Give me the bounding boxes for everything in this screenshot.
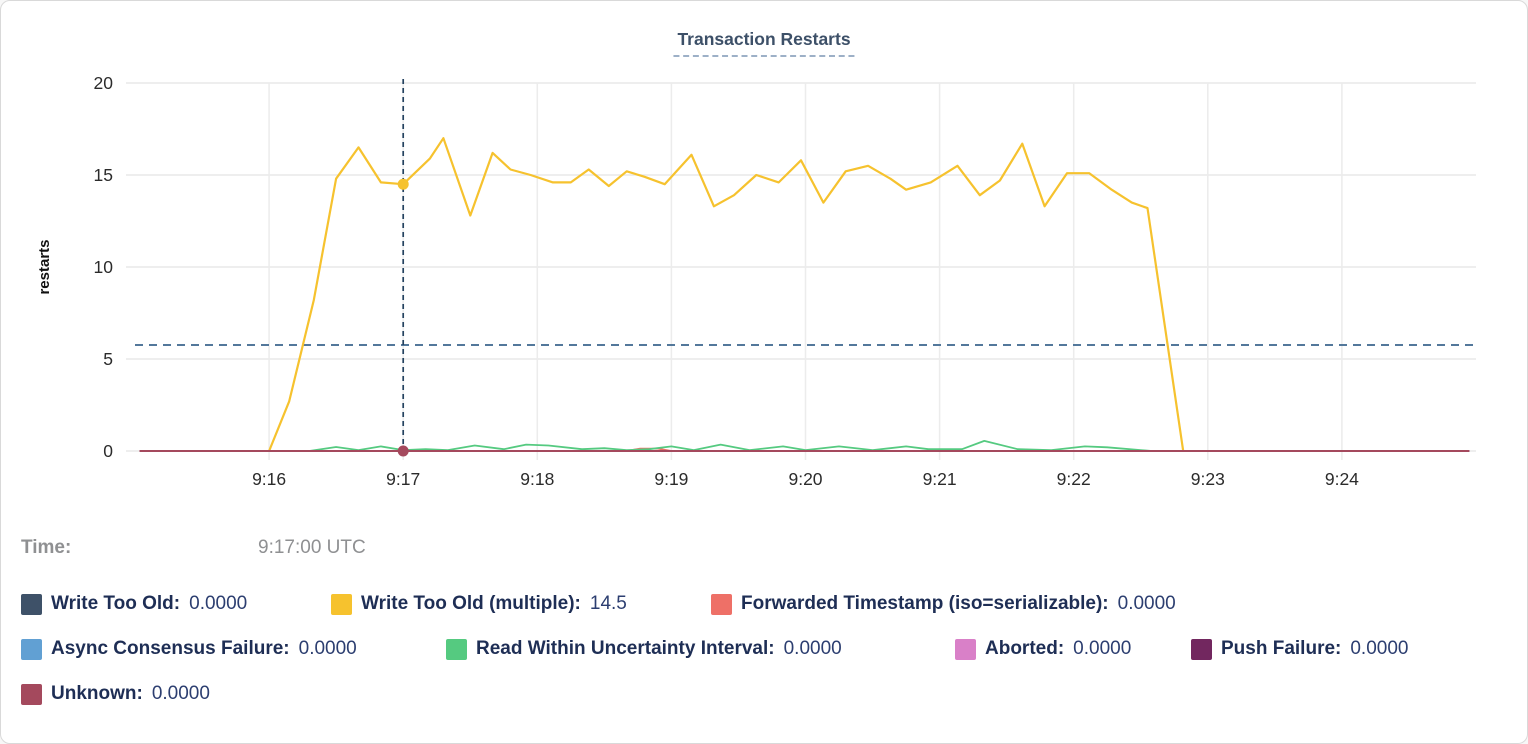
- legend-label: Push Failure:: [1221, 638, 1342, 659]
- legend-label: Forwarded Timestamp (iso=serializable):: [741, 593, 1109, 614]
- legend-label: Write Too Old:: [51, 593, 181, 614]
- legend-swatch-icon: [21, 593, 42, 615]
- legend-swatch-icon: [331, 593, 352, 615]
- legend-swatch-icon: [21, 638, 42, 660]
- hover-marker-dot: [397, 445, 409, 457]
- legend-value: 14.5: [589, 593, 627, 614]
- x-tick-label: 9:18: [520, 469, 554, 489]
- x-tick-label: 9:19: [654, 469, 688, 489]
- hover-marker-dot: [397, 178, 409, 190]
- legend-item-read-within-uncertainty: Read Within Uncertainty Interval: 0.0000: [446, 637, 842, 661]
- legend-value: 0.0000: [1350, 638, 1409, 659]
- legend-value: 0.0000: [298, 638, 357, 659]
- series-line: [309, 439, 1152, 452]
- legend-swatch-icon: [711, 593, 732, 615]
- legend-item-aborted: Aborted: 0.0000: [955, 637, 1131, 661]
- series-line: [268, 137, 1185, 452]
- legend-item-async-consensus-failure: Async Consensus Failure: 0.0000: [21, 637, 357, 661]
- x-tick-label: 9:17: [386, 469, 420, 489]
- transaction-restarts-chart[interactable]: 0 5 10 15 20 9:16 9:17 9:18 9:19 9:20 9:21 9:22 9:23…: [1, 1, 1528, 511]
- legend-value: 0.0000: [1073, 638, 1132, 659]
- legend-item-write-too-old-multiple: Write Too Old (multiple): 14.5: [331, 592, 627, 616]
- chart-title: Transaction Restarts: [673, 29, 855, 57]
- y-axis-label: restarts: [36, 239, 53, 294]
- legend-item-unknown: Unknown: 0.0000: [21, 682, 210, 706]
- y-tick-label: 20: [94, 73, 114, 93]
- legend-label: Async Consensus Failure:: [51, 638, 290, 659]
- legend-label: Read Within Uncertainty Interval:: [476, 638, 775, 659]
- legend-item-push-failure: Push Failure: 0.0000: [1191, 637, 1408, 661]
- legend-value: 0.0000: [783, 638, 842, 659]
- legend-value: 0.0000: [151, 683, 210, 704]
- legend-swatch-icon: [21, 683, 42, 705]
- y-tick-label: 15: [94, 165, 113, 185]
- y-tick-label: 5: [103, 349, 113, 369]
- legend-label: Write Too Old (multiple):: [361, 593, 581, 614]
- x-tick-label: 9:24: [1325, 469, 1359, 489]
- legend-swatch-icon: [955, 638, 976, 660]
- legend-swatch-icon: [1191, 638, 1212, 660]
- y-tick-label: 0: [103, 441, 113, 461]
- legend-swatch-icon: [446, 638, 467, 660]
- legend-label: Aborted:: [985, 638, 1065, 659]
- legend-label: Unknown:: [51, 683, 143, 704]
- legend-value: 0.0000: [1117, 593, 1176, 614]
- x-tick-label: 9:16: [252, 469, 286, 489]
- hover-time-value: 9:17:00 UTC: [258, 537, 366, 558]
- x-tick-label: 9:20: [788, 469, 822, 489]
- legend-item-write-too-old: Write Too Old: 0.0000: [21, 592, 247, 616]
- hover-time-label: Time:: [21, 537, 72, 558]
- legend-value: 0.0000: [189, 593, 248, 614]
- legend-item-forwarded-timestamp: Forwarded Timestamp (iso=serializable): …: [711, 592, 1176, 616]
- x-tick-label: 9:22: [1057, 469, 1091, 489]
- x-tick-label: 9:23: [1191, 469, 1225, 489]
- y-tick-label: 10: [94, 257, 114, 277]
- x-tick-label: 9:21: [923, 469, 957, 489]
